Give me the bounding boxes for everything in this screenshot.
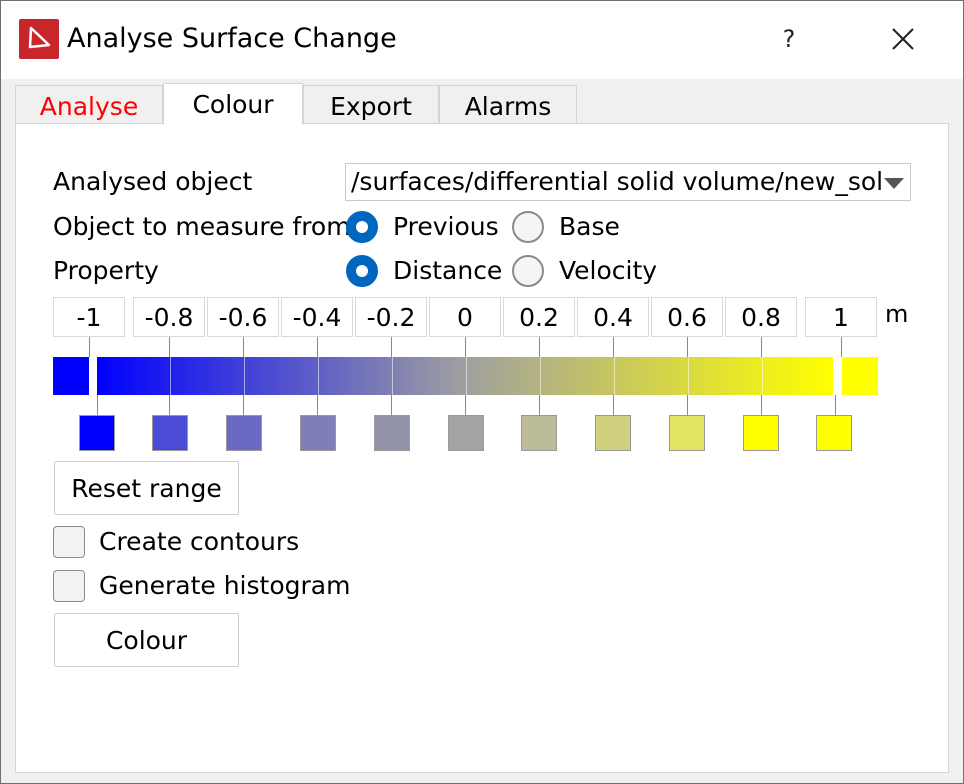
generate-histogram-label[interactable]: Generate histogram (99, 571, 351, 600)
radio-distance-label[interactable]: Distance (393, 256, 503, 285)
property-label: Property (53, 256, 159, 285)
radio-base-label[interactable]: Base (559, 212, 620, 241)
tick-connector (89, 337, 90, 357)
range-tick-input[interactable]: -0.6 (207, 297, 279, 337)
colour-swatch[interactable] (448, 415, 484, 451)
analysed-object-select[interactable]: /surfaces/differential solid volume/new_… (345, 163, 911, 201)
colour-gradient-bar (97, 357, 833, 395)
swatch-connector (687, 395, 688, 415)
tick-connector (169, 337, 170, 357)
swatch-connector (835, 395, 836, 415)
tab-export[interactable]: Export (303, 85, 439, 123)
tick-connector (841, 337, 842, 357)
swatch-connector (465, 395, 466, 415)
radio-velocity-label[interactable]: Velocity (559, 256, 658, 285)
range-tick-input[interactable]: -0.4 (281, 297, 353, 337)
tick-connector (687, 337, 688, 357)
tick-connector (243, 337, 244, 357)
window-title: Analyse Surface Change (67, 23, 397, 54)
reset-range-button[interactable]: Reset range (54, 461, 239, 515)
range-tick-input[interactable]: -1 (53, 297, 125, 337)
tick-connector (761, 337, 762, 357)
colour-swatch[interactable] (743, 415, 779, 451)
above-range-colour[interactable] (842, 357, 878, 395)
swatch-connector (97, 395, 98, 415)
colour-swatch[interactable] (521, 415, 557, 451)
range-tick-input[interactable]: 0.4 (577, 297, 649, 337)
gradient-divider (540, 357, 541, 395)
close-icon (892, 28, 914, 50)
colour-button[interactable]: Colour (54, 613, 239, 667)
tick-connector (317, 337, 318, 357)
colour-swatch[interactable] (152, 415, 188, 451)
close-button[interactable] (879, 15, 927, 63)
swatch-connector (391, 395, 392, 415)
radio-previous[interactable] (346, 211, 378, 243)
analysed-object-value: /surfaces/differential solid volume/new_… (351, 167, 881, 196)
help-button[interactable]: ? (782, 25, 796, 53)
swatch-connector (243, 395, 244, 415)
create-contours-checkbox[interactable] (53, 526, 85, 558)
tick-connector (613, 337, 614, 357)
radio-distance[interactable] (346, 255, 378, 287)
title-bar: Analyse Surface Change ? (1, 1, 963, 79)
analysed-object-label: Analysed object (53, 167, 253, 196)
tick-connector (539, 337, 540, 357)
gradient-divider (170, 357, 171, 395)
swatch-connector (539, 395, 540, 415)
colour-swatch[interactable] (300, 415, 336, 451)
swatch-connector (169, 395, 170, 415)
unit-label: m (885, 300, 909, 328)
gradient-divider (466, 357, 467, 395)
swatch-connector (317, 395, 318, 415)
gradient-divider (688, 357, 689, 395)
swatch-connector (761, 395, 762, 415)
app-logo-icon (19, 19, 59, 59)
colour-swatch[interactable] (374, 415, 410, 451)
tick-connector (391, 337, 392, 357)
generate-histogram-checkbox[interactable] (53, 570, 85, 602)
colour-swatch[interactable] (595, 415, 631, 451)
gradient-divider (318, 357, 319, 395)
colour-swatch[interactable] (669, 415, 705, 451)
chevron-down-icon (884, 178, 904, 189)
colour-swatch[interactable] (816, 415, 852, 451)
radio-base[interactable] (512, 211, 544, 243)
radio-previous-label[interactable]: Previous (393, 212, 499, 241)
range-tick-input[interactable]: 0 (429, 297, 501, 337)
tab-bar: Analyse Colour Export Alarms (15, 83, 955, 125)
gradient-divider (762, 357, 763, 395)
radio-velocity[interactable] (512, 255, 544, 287)
swatch-connector (613, 395, 614, 415)
range-tick-input[interactable]: -0.2 (355, 297, 427, 337)
gradient-divider (392, 357, 393, 395)
range-tick-input[interactable]: 0.6 (651, 297, 723, 337)
colour-swatch[interactable] (79, 415, 115, 451)
below-range-colour[interactable] (53, 357, 89, 395)
range-tick-input[interactable]: 0.8 (725, 297, 797, 337)
colour-swatch[interactable] (226, 415, 262, 451)
tab-analyse[interactable]: Analyse (15, 85, 163, 123)
create-contours-label[interactable]: Create contours (99, 527, 300, 556)
tick-connector (465, 337, 466, 357)
measure-from-label: Object to measure from (53, 212, 351, 241)
gradient-divider (614, 357, 615, 395)
tab-colour[interactable]: Colour (163, 83, 303, 125)
tab-alarms[interactable]: Alarms (439, 85, 577, 123)
range-tick-input[interactable]: 1 (805, 297, 877, 337)
range-tick-input[interactable]: 0.2 (503, 297, 575, 337)
gradient-divider (244, 357, 245, 395)
range-tick-input[interactable]: -0.8 (133, 297, 205, 337)
